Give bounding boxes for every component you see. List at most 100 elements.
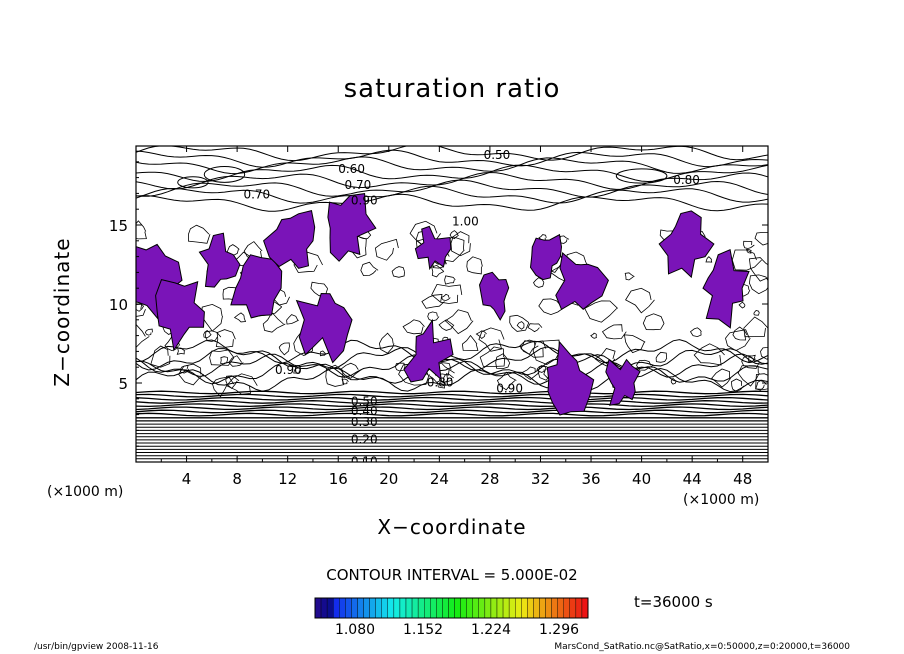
contour-line [136,193,768,212]
colorbar-cell [314,597,322,619]
y-tick-label: 5 [118,375,128,393]
colorbar-tick-label: 1.224 [471,622,511,638]
colorbar-cell [454,597,461,619]
colorbar-cell [369,597,376,619]
supersaturated-region [295,292,353,364]
contour-loop [711,368,731,388]
contour-loop [201,303,223,332]
colorbar-cell [351,597,358,619]
colorbar-cell [581,597,589,619]
colorbar-cell [363,597,370,619]
contour-loop [475,330,487,340]
contour-loop [755,373,768,390]
contour-loop [755,380,767,391]
contour-lines: 0.50 0.60 0.70 0.80 0.70 0.90 1.00 0.90 0.80 0.90… [136,146,768,462]
x-tick-label: 28 [480,470,499,488]
contour-loop [325,364,345,387]
contour-loop [402,319,425,335]
contour-loop [438,319,455,331]
contour-loop [421,294,445,309]
contour-loop [449,230,459,240]
contour-line [136,353,768,378]
contour-label: 0.60 [338,162,365,176]
contour-line [136,360,768,385]
contour-loop [532,339,561,365]
contour-loop [760,346,768,360]
contour-loop [378,332,395,354]
contour-loop [427,311,440,322]
supersaturated-region [605,358,641,406]
contour-label: 0.30 [351,415,378,429]
contour-label: 0.20 [351,432,378,446]
contour-loop [624,272,635,281]
x-unit-right: (×1000 m) [683,492,760,508]
x-tick-label: 12 [278,470,297,488]
x-tick-label: 24 [430,470,449,488]
contour-loop [215,329,236,348]
contour-loop [478,327,505,352]
contour-loop [228,355,244,367]
contour-loop [391,266,405,278]
colorbar-cell [387,597,395,619]
supersaturated-region [478,271,510,321]
contour-line [136,146,768,162]
contour-loop [443,373,454,383]
contour-loop [233,312,247,323]
x-tick-label: 16 [329,470,348,488]
contour-loop [225,375,240,389]
colorbar-cell [430,597,437,619]
colorbar-cell [490,597,498,619]
supersaturated-region [327,193,377,262]
contour-loop [705,256,713,263]
colorbar-cell [320,597,328,619]
contour-label: 1.00 [452,214,479,228]
colorbar-cell [393,597,401,619]
supersaturated-region [198,232,241,288]
supersaturated-region [702,248,750,329]
colorbar-cell [411,597,419,619]
contour-loop [431,264,445,278]
contour-loop [615,168,668,184]
contour-interval-label: CONTOUR INTERVAL = 5.000E-02 [326,566,578,584]
x-tick-label: 8 [232,470,242,488]
colorbar-cell [478,597,486,619]
colorbar-cell [484,597,492,619]
contour-loop [623,334,646,354]
contour-line [136,339,768,364]
supersaturated-region [155,279,205,352]
contour-loop [444,309,474,335]
chart-title: saturation ratio [343,74,561,104]
contour-loop [738,301,746,309]
colorbar-cell [569,597,577,619]
contour-line [136,390,768,395]
x-tick-label: 4 [182,470,192,488]
contour-line [136,185,768,204]
colorbar-cell [563,597,571,619]
colorbar-cell [508,597,516,619]
contour-loop [374,238,399,261]
contour-label: 0.40 [351,404,378,418]
contour-loop [693,343,725,366]
footer-right: MarsCond_SatRatio.nc@SatRatio,x=0:50000,… [554,642,850,652]
contour-line [136,179,768,198]
contour-loop [293,251,323,273]
contour-loop [495,353,511,370]
contour-loop [203,166,246,183]
colorbar-cell [326,597,334,619]
contour-label: 0.50 [351,394,378,408]
y-tick-label: 10 [109,296,128,314]
contour-loop [625,287,655,314]
contour-loop [732,326,748,341]
contour-loop [466,256,483,275]
contour-line [136,406,768,411]
colorbar-cell [533,597,540,619]
contour-loop [178,363,205,386]
contour-line [136,156,768,175]
contour-loop [747,354,756,363]
contour-loop [437,379,447,389]
contour-loop [655,351,668,363]
x-tick-label: 36 [581,470,600,488]
colorbar-cell [448,597,455,619]
contour-loop [590,332,598,339]
contour-loop [527,323,543,333]
